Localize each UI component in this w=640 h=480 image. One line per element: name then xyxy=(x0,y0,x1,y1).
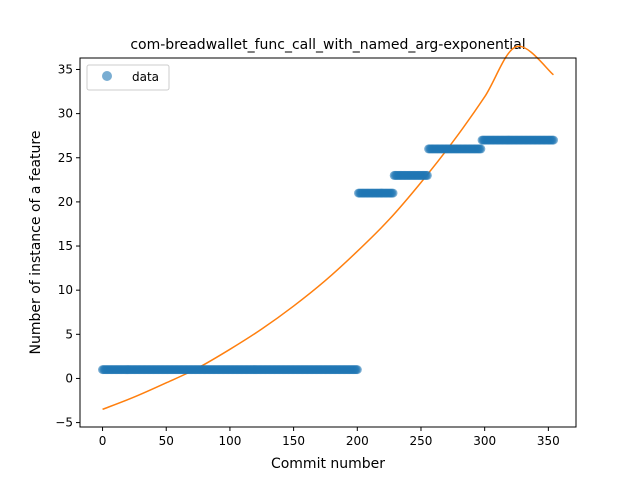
x-tick-label: 200 xyxy=(346,434,369,448)
data-point xyxy=(548,135,558,145)
y-tick-label: 15 xyxy=(58,239,73,253)
x-axis-label: Commit number xyxy=(271,456,385,472)
y-tick-label: 10 xyxy=(58,283,73,297)
y-tick-label: 0 xyxy=(65,371,73,385)
y-tick-label: 25 xyxy=(58,151,73,165)
points-layer xyxy=(98,135,558,375)
legend: data xyxy=(86,64,170,91)
x-tick-label: 250 xyxy=(410,434,433,448)
data-point xyxy=(352,365,362,375)
data-point xyxy=(476,144,486,154)
legend-marker xyxy=(102,71,112,81)
chart-title: com-breadwallet_func_call_with_named_arg… xyxy=(130,37,525,53)
y-tick-label: 30 xyxy=(58,107,73,121)
data-point xyxy=(422,170,432,180)
data-point xyxy=(388,188,398,198)
legend-label-data: data xyxy=(132,70,159,84)
y-tick-label: 20 xyxy=(58,195,73,209)
x-tick-label: 0 xyxy=(99,434,107,448)
fit-layer xyxy=(102,45,554,411)
x-tick-label: 150 xyxy=(282,434,305,448)
y-ticks: −5 0 5 10 15 20 25 30 35 xyxy=(55,62,80,430)
fit-line xyxy=(102,45,554,411)
y-axis-label: Number of instance of a feature xyxy=(28,131,44,355)
plot-frame xyxy=(79,57,577,428)
x-ticks: 0 50 100 150 200 250 300 350 xyxy=(99,427,560,448)
x-tick-label: 50 xyxy=(159,434,174,448)
x-tick-label: 100 xyxy=(218,434,241,448)
y-tick-label: −5 xyxy=(55,416,73,430)
y-tick-label: 5 xyxy=(65,327,73,341)
y-tick-label: 35 xyxy=(58,62,73,76)
x-tick-label: 350 xyxy=(537,434,560,448)
x-tick-label: 300 xyxy=(473,434,496,448)
